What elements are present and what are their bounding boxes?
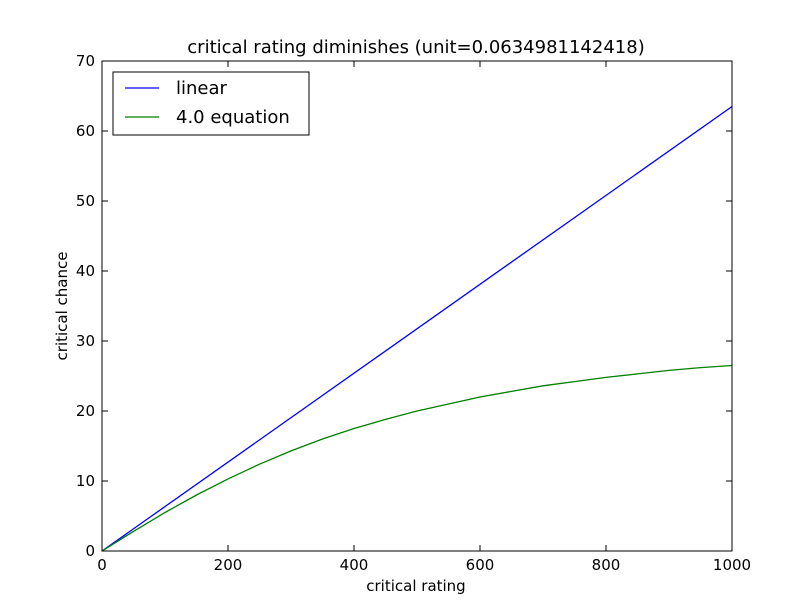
y-tick-label: 70 [76, 52, 95, 70]
x-tick-label: 600 [466, 556, 495, 574]
y-tick-label: 10 [76, 472, 95, 490]
y-tick-label: 50 [76, 192, 95, 210]
y-tick-label: 60 [76, 122, 95, 140]
legend-label-4-0-equation: 4.0 equation [176, 107, 290, 128]
x-tick-label: 800 [592, 556, 621, 574]
chart-title: critical rating diminishes (unit=0.06349… [187, 37, 644, 58]
x-tick-label: 1000 [713, 556, 751, 574]
y-tick-label: 30 [76, 332, 95, 350]
legend-label-linear: linear [176, 78, 228, 99]
x-axis-label: critical rating [366, 577, 465, 595]
plot-frame [101, 60, 733, 552]
y-axis-label: critical chance [53, 252, 71, 361]
x-tick-label: 400 [340, 556, 369, 574]
y-tick-label: 20 [76, 402, 95, 420]
x-tick-label: 200 [214, 556, 243, 574]
series-line-4-0-equation [101, 364, 733, 552]
x-tick-label: 0 [97, 556, 107, 574]
y-tick-label: 0 [85, 542, 95, 560]
plot-area: 0 200 400 600 800 1000 0 10 20 30 40 50 60 70 linear 4.… [76, 52, 751, 574]
series-line-linear [101, 105, 733, 552]
y-tick-label: 40 [76, 262, 95, 280]
legend-box [112, 71, 310, 136]
